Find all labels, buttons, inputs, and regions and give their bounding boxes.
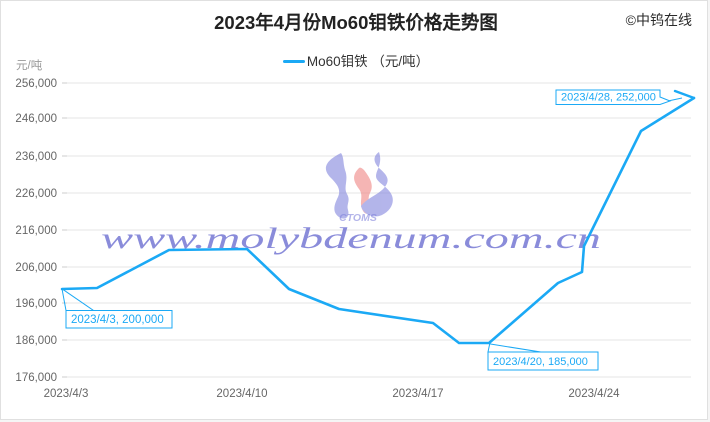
svg-text:176,000: 176,000 <box>15 372 57 384</box>
svg-text:2023/4/20, 185,000: 2023/4/20, 185,000 <box>493 356 588 368</box>
svg-text:226,000: 226,000 <box>15 188 57 200</box>
svg-text:196,000: 196,000 <box>15 298 57 310</box>
svg-text:2023/4/3: 2023/4/3 <box>44 388 89 400</box>
svg-text:246,000: 246,000 <box>15 113 57 125</box>
svg-text:206,000: 206,000 <box>15 262 57 274</box>
svg-text:2023/4/24: 2023/4/24 <box>568 388 620 400</box>
svg-text:236,000: 236,000 <box>15 151 57 163</box>
svg-text:2023/4/10: 2023/4/10 <box>216 388 267 400</box>
svg-text:2023/4/28, 252,000: 2023/4/28, 252,000 <box>561 92 656 104</box>
svg-text:216,000: 216,000 <box>15 225 57 237</box>
svg-text:2023/4/17: 2023/4/17 <box>392 388 443 400</box>
svg-text:2023/4/3, 200,000: 2023/4/3, 200,000 <box>71 314 164 326</box>
svg-text:186,000: 186,000 <box>15 335 57 347</box>
svg-text:256,000: 256,000 <box>15 78 57 90</box>
